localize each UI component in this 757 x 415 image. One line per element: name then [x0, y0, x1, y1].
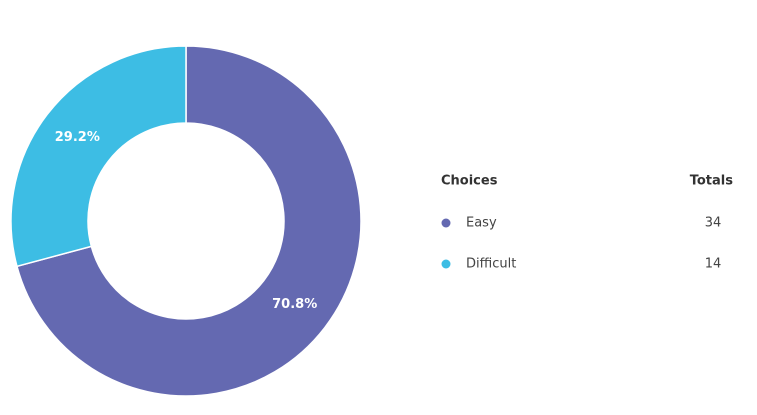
donut-slice [16, 45, 362, 397]
legend-label: Difficult [466, 257, 516, 272]
legend-header-totals: Totals [690, 174, 734, 189]
legend-total: 14 [705, 257, 722, 272]
legend-total: 34 [705, 216, 722, 231]
legend-dot [441, 218, 451, 228]
legend-header-choices: Choices [441, 174, 498, 189]
legend-label: Easy [466, 216, 497, 231]
legend-dot [441, 259, 451, 269]
slice-label: 70.8% [272, 297, 317, 312]
slice-label: 29.2% [55, 130, 100, 145]
donut-slice [10, 45, 187, 268]
